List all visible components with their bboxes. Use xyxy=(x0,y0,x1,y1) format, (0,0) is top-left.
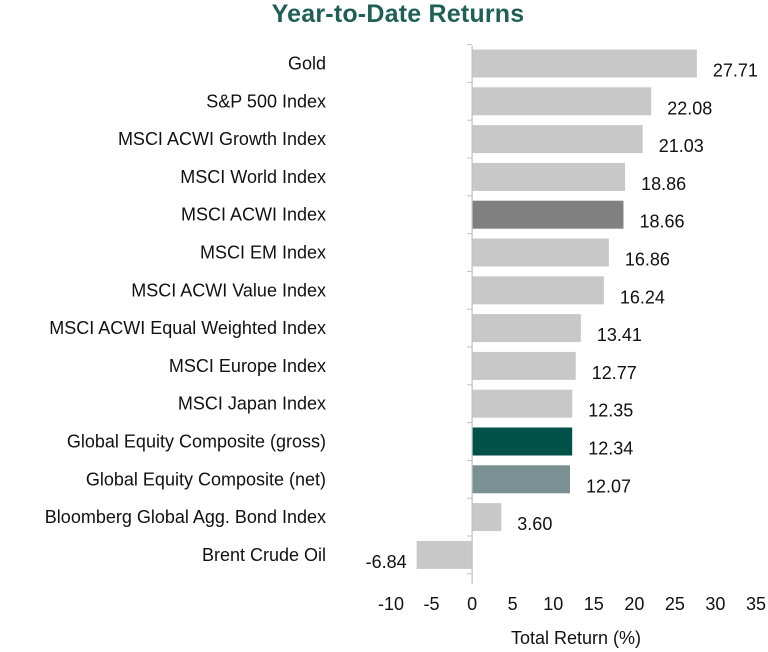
bar-1 xyxy=(472,87,652,116)
value-label: 12.34 xyxy=(588,439,633,459)
category-label: MSCI ACWI Equal Weighted Index xyxy=(49,318,326,338)
x-tick-label: 15 xyxy=(584,594,604,614)
bar-0 xyxy=(472,49,697,78)
x-axis-title: Total Return (%) xyxy=(511,628,641,648)
category-label: MSCI ACWI Value Index xyxy=(131,280,326,300)
bar-2 xyxy=(472,125,643,154)
value-label: 13.41 xyxy=(597,325,642,345)
category-label: MSCI EM Index xyxy=(200,243,326,263)
category-label: MSCI Europe Index xyxy=(169,356,326,376)
value-label: 3.60 xyxy=(517,514,552,534)
category-label: S&P 500 Index xyxy=(206,91,326,111)
category-label: MSCI Japan Index xyxy=(178,394,326,414)
x-tick-label: 30 xyxy=(705,594,725,614)
category-label: Global Equity Composite (gross) xyxy=(67,432,326,452)
bar-13 xyxy=(416,540,473,569)
chart-title: Year-to-Date Returns xyxy=(271,0,525,28)
value-label: 12.77 xyxy=(592,363,637,383)
bar-6 xyxy=(472,276,604,305)
x-tick-label: 35 xyxy=(746,594,766,614)
x-tick-label: 20 xyxy=(624,594,644,614)
value-label: 12.07 xyxy=(586,476,631,496)
value-label: 12.35 xyxy=(588,401,633,421)
value-label: 18.86 xyxy=(641,174,686,194)
x-axis-ticks: -10 -5 0 5 10 15 20 25 30 35 xyxy=(378,44,766,614)
bar-5 xyxy=(472,238,609,267)
category-label: Bloomberg Global Agg. Bond Index xyxy=(45,507,326,527)
category-label: MSCI ACWI Growth Index xyxy=(118,129,326,149)
x-tick-label: 25 xyxy=(665,594,685,614)
x-tick-label: -5 xyxy=(424,594,440,614)
labels-layer: Gold 27.71 S&P 500 Index 22.08 MSCI ACWI Gro… xyxy=(45,54,758,572)
value-label: -6.84 xyxy=(366,552,407,572)
value-label: 16.24 xyxy=(620,287,665,307)
x-tick-label: -10 xyxy=(378,594,404,614)
category-label: Global Equity Composite (net) xyxy=(86,469,326,489)
value-label: 22.08 xyxy=(667,98,712,118)
bar-7 xyxy=(472,314,581,343)
value-label: 21.03 xyxy=(659,136,704,156)
x-tick-label: 5 xyxy=(508,594,518,614)
value-label: 16.86 xyxy=(625,250,670,270)
category-label: Gold xyxy=(288,54,326,74)
bar-10 xyxy=(472,427,573,456)
x-tick-label: 0 xyxy=(467,594,477,614)
category-label: Brent Crude Oil xyxy=(202,545,326,565)
value-label: 18.66 xyxy=(639,212,684,232)
bar-12 xyxy=(472,503,502,532)
value-label: 27.71 xyxy=(713,61,758,81)
bar-11 xyxy=(472,465,571,494)
bar-4 xyxy=(472,200,624,229)
bar-3 xyxy=(472,162,626,191)
category-label: MSCI ACWI Index xyxy=(181,205,326,225)
bar-9 xyxy=(472,389,573,418)
bars-layer xyxy=(416,49,697,569)
x-tick-label: 10 xyxy=(543,594,563,614)
bar-8 xyxy=(472,351,576,380)
category-label: MSCI World Index xyxy=(180,167,326,187)
